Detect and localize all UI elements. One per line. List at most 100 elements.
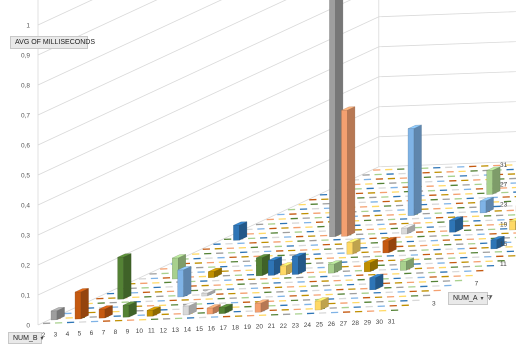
x-tick-label: 11 <box>148 328 155 335</box>
bar-front <box>280 266 286 275</box>
x-tick-label: 7 <box>102 330 106 337</box>
bar <box>370 274 383 290</box>
bar-front <box>383 241 389 253</box>
x-tick-label: 30 <box>376 319 384 326</box>
bar-front <box>207 308 213 314</box>
bar-front <box>75 292 81 319</box>
x-tick-label: 21 <box>268 323 276 330</box>
bar-front <box>118 257 124 299</box>
gridline <box>38 0 516 55</box>
bar-front <box>370 278 376 290</box>
depth-tick-label: 3 <box>432 300 436 307</box>
x-tick-label: 19 <box>244 324 252 331</box>
bar <box>341 107 354 237</box>
gridline <box>38 3 516 175</box>
y-tick-labels: 00,10,20,30,40,50,60,70,80,91 <box>21 23 30 330</box>
x-tick-label: 14 <box>184 326 192 333</box>
gridline <box>38 93 516 265</box>
y-tick-label: 0,8 <box>21 83 30 90</box>
bar-front <box>208 271 214 277</box>
x-tick-label: 3 <box>54 331 58 338</box>
bar-side <box>81 288 88 318</box>
bar-front <box>401 228 407 234</box>
y-tick-label: 0,2 <box>21 263 30 270</box>
row-field-label: NUM_B <box>13 335 38 342</box>
bar-front <box>183 306 189 315</box>
y-tick-label: 1 <box>26 23 30 30</box>
bar <box>401 224 414 234</box>
bar-front <box>347 242 353 254</box>
bar-side <box>414 125 421 215</box>
value-field-button[interactable]: AVG OF MILLISECONDS <box>10 36 88 49</box>
bar-front <box>341 110 347 236</box>
bar <box>123 302 136 318</box>
bar-front <box>491 240 497 249</box>
depth-tick-label: 11 <box>500 261 507 268</box>
bar-front <box>172 258 178 279</box>
x-tick-label: 22 <box>280 323 288 330</box>
bar-front <box>233 225 239 240</box>
x-tick-label: 27 <box>340 321 348 328</box>
y-tick-label: 0,3 <box>21 233 30 240</box>
bar-front <box>123 305 129 317</box>
row-field-button[interactable]: NUM_B ▾ <box>8 332 42 344</box>
bar-front <box>99 309 105 318</box>
bar-front <box>408 128 414 215</box>
filter-icon: ⧩ <box>487 295 493 303</box>
bar-front <box>400 261 406 270</box>
x-tick-label: 24 <box>304 322 312 329</box>
bar <box>208 268 221 278</box>
x-tick-label: 23 <box>292 322 300 329</box>
y-tick-label: 0,9 <box>21 53 30 60</box>
bar-front <box>364 263 370 272</box>
x-tick-label: 4 <box>66 331 70 338</box>
gridline <box>38 153 516 325</box>
x-tick-label: 13 <box>172 327 180 334</box>
bar <box>408 125 421 216</box>
depth-tick-label: 19 <box>500 221 508 228</box>
bar <box>233 222 246 241</box>
gridline <box>38 0 516 115</box>
bar <box>147 307 160 317</box>
dropdown-arrow-icon: ▾ <box>481 295 484 302</box>
bar <box>207 304 220 314</box>
x-tick-label: 6 <box>90 330 94 337</box>
bar-side <box>184 266 191 296</box>
x-tick-label: 18 <box>232 325 240 332</box>
bar-front <box>487 170 493 194</box>
bar-front <box>480 201 486 213</box>
bar <box>487 167 500 195</box>
floor-layer <box>43 157 516 324</box>
y-tick-label: 0,7 <box>21 113 30 120</box>
bar-front <box>202 293 208 296</box>
bar <box>449 217 462 233</box>
bar <box>329 0 342 237</box>
y-tick-label: 0 <box>26 323 30 330</box>
value-field-label: AVG OF MILLISECONDS <box>15 39 95 46</box>
bar-front <box>219 307 225 313</box>
y-tick-label: 0,6 <box>21 143 30 150</box>
bar <box>480 197 493 213</box>
depth-tick-label: 7 <box>475 281 479 288</box>
bar-front <box>292 256 298 274</box>
gridline <box>38 0 516 85</box>
bar <box>118 254 131 300</box>
bar-front <box>268 260 274 275</box>
bar <box>51 307 64 320</box>
bar-side <box>124 254 131 299</box>
x-tick-label: 31 <box>388 319 396 326</box>
x-tick-label: 29 <box>364 320 372 327</box>
x-tick-label: 10 <box>136 328 144 335</box>
bar <box>292 253 305 275</box>
gridline <box>38 33 516 205</box>
bar-front <box>328 264 334 273</box>
dropdown-arrow-icon: ▾ <box>41 335 44 342</box>
x-tick-label: 25 <box>316 321 324 328</box>
depth-tick-label: 23 <box>500 202 508 209</box>
bar-side <box>347 107 354 236</box>
bar <box>383 237 396 253</box>
y-tick-label: 0,1 <box>21 293 30 300</box>
column-field-button[interactable]: NUM_A ▾ ⧩ <box>448 292 488 305</box>
bar <box>347 239 360 255</box>
